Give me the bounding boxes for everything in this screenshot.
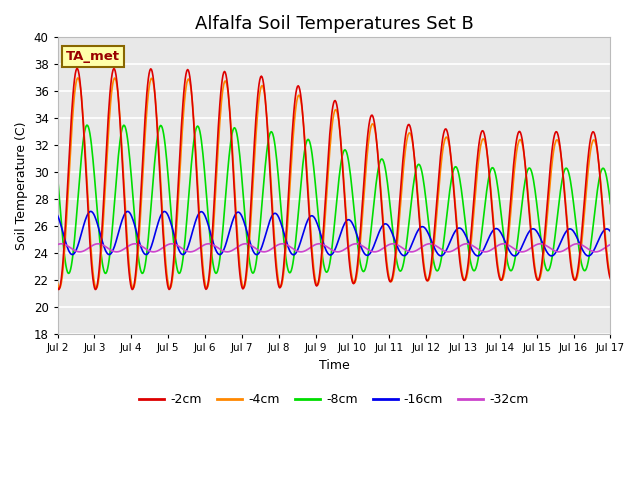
-2cm (64, 182, 72, 188)
-2cm (207, 245, 215, 251)
-2cm (403, 126, 410, 132)
-4cm (64, 199, 72, 205)
-4cm (403, 138, 410, 144)
X-axis label: Time: Time (319, 359, 349, 372)
-2cm (607, 276, 614, 282)
-32cm (417, 244, 425, 250)
-2cm (179, 112, 186, 118)
Line: -32cm: -32cm (58, 244, 611, 252)
-32cm (607, 241, 614, 247)
-32cm (500, 241, 508, 247)
-16cm (122, 210, 129, 216)
-32cm (401, 247, 409, 252)
-8cm (207, 248, 215, 254)
-2cm (129, 287, 136, 292)
-8cm (607, 201, 614, 206)
-8cm (122, 124, 129, 130)
Text: TA_met: TA_met (66, 49, 120, 62)
-8cm (64, 269, 72, 275)
-16cm (607, 228, 614, 234)
-16cm (402, 252, 410, 258)
-4cm (179, 131, 186, 136)
-32cm (481, 249, 489, 255)
-4cm (419, 252, 427, 257)
-4cm (122, 204, 129, 210)
Line: -8cm: -8cm (58, 125, 611, 274)
Line: -4cm: -4cm (58, 78, 611, 288)
-4cm (207, 256, 215, 262)
-32cm (64, 243, 72, 249)
Legend: -2cm, -4cm, -8cm, -16cm, -32cm: -2cm, -4cm, -8cm, -16cm, -32cm (134, 388, 534, 411)
-16cm (64, 245, 72, 251)
-32cm (120, 246, 128, 252)
-16cm (177, 251, 185, 257)
-4cm (54, 280, 61, 286)
-2cm (419, 257, 427, 263)
-4cm (74, 75, 81, 81)
-16cm (87, 208, 95, 214)
-8cm (419, 174, 427, 180)
-32cm (177, 245, 184, 251)
-16cm (418, 224, 426, 229)
Y-axis label: Soil Temperature (C): Soil Temperature (C) (15, 121, 28, 250)
-16cm (207, 230, 214, 236)
Title: Alfalfa Soil Temperatures Set B: Alfalfa Soil Temperatures Set B (195, 15, 474, 33)
-2cm (73, 66, 81, 72)
-32cm (206, 241, 214, 247)
-8cm (138, 271, 146, 276)
-4cm (607, 274, 614, 280)
-16cm (584, 253, 592, 259)
-4cm (129, 285, 137, 291)
-8cm (403, 240, 410, 245)
Line: -2cm: -2cm (58, 69, 611, 289)
-16cm (54, 213, 61, 218)
-8cm (54, 173, 61, 179)
-8cm (83, 122, 91, 128)
Line: -16cm: -16cm (58, 211, 611, 256)
-32cm (54, 241, 61, 247)
-2cm (122, 214, 129, 220)
-2cm (54, 285, 61, 290)
-8cm (179, 262, 186, 267)
